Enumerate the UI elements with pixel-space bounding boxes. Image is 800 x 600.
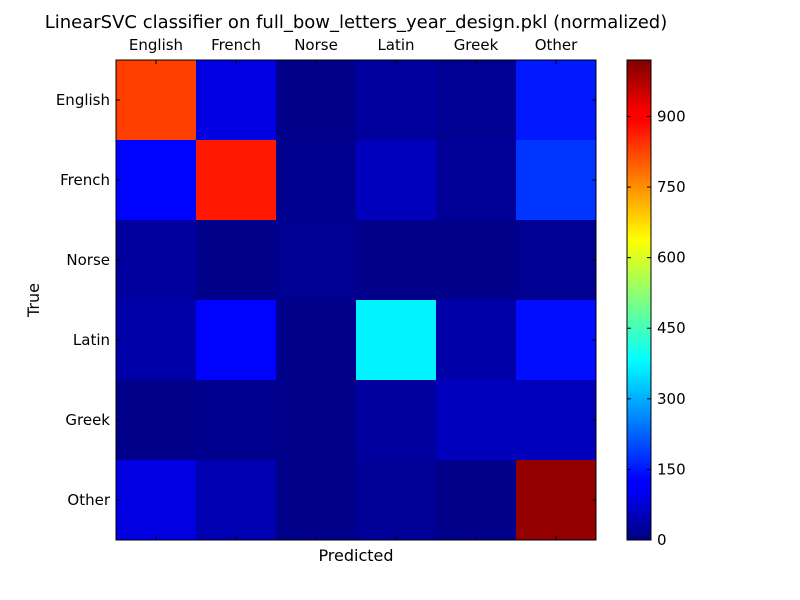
colorbar-tick-label: 750 (657, 178, 686, 196)
heatmap-cell (516, 60, 597, 141)
heatmap-cell (356, 140, 437, 221)
x-tick-label: English (129, 36, 183, 54)
heatmap-cell (356, 380, 437, 461)
heatmap-cell (196, 460, 277, 541)
colorbar-tick-label: 300 (657, 390, 686, 408)
heatmap-cell (276, 140, 357, 221)
heatmap-cell (276, 300, 357, 381)
y-tick-label: Latin (73, 331, 110, 349)
axis-ticks (116, 60, 596, 540)
heatmap-cell (196, 60, 277, 141)
y-tick-label: French (60, 171, 110, 189)
heatmap-cell (276, 460, 357, 541)
heatmap-cell (516, 220, 597, 301)
colorbar-tick-label: 0 (657, 531, 667, 549)
heatmap-cell (516, 460, 597, 541)
heatmap-cell (436, 380, 517, 461)
x-tick-labels: English French Norse Latin Greek Other (129, 36, 578, 54)
y-tick-label: Norse (66, 251, 110, 269)
heatmap-cell (356, 220, 437, 301)
colorbar-tick-label: 450 (657, 319, 686, 337)
x-tick-label: Latin (377, 36, 414, 54)
heatmap-cell (516, 380, 597, 461)
x-tick-label: French (211, 36, 261, 54)
colorbar (626, 59, 652, 541)
heatmap-cell (276, 380, 357, 461)
y-tick-label: Other (67, 491, 110, 509)
colorbar-tick-label: 900 (657, 107, 686, 125)
heatmap-cell (116, 300, 197, 381)
colorbar-ticks: 0 150 300 450 600 750 900 (627, 107, 686, 549)
heatmap-cells (116, 60, 597, 541)
heatmap-cell (276, 220, 357, 301)
heatmap-cell (196, 380, 277, 461)
heatmap-cell (436, 460, 517, 541)
heatmap-cell (516, 140, 597, 221)
y-tick-label: Greek (65, 411, 110, 429)
heatmap-cell (436, 60, 517, 141)
x-tick-label: Other (535, 36, 578, 54)
heatmap-cell (356, 60, 437, 141)
y-axis-label: True (24, 283, 43, 318)
plot-frame (115, 59, 597, 541)
heatmap-cell (196, 300, 277, 381)
colorbar-tick-label: 150 (657, 460, 686, 478)
heatmap-cell (436, 300, 517, 381)
heatmap-cell (436, 140, 517, 221)
heatmap-cell (196, 140, 277, 221)
heatmap-cell (116, 60, 197, 141)
y-tick-labels: English French Norse Latin Greek Other (56, 91, 111, 509)
heatmap-cell (516, 300, 597, 381)
heatmap-cell (116, 380, 197, 461)
heatmap-cell (116, 220, 197, 301)
heatmap-cell (116, 140, 197, 221)
chart-title: LinearSVC classifier on full_bow_letters… (45, 12, 668, 33)
heatmap-cell (356, 300, 437, 381)
x-tick-label: Norse (294, 36, 338, 54)
heatmap-cell (276, 60, 357, 141)
x-tick-label: Greek (454, 36, 499, 54)
colorbar-tick-label: 600 (657, 249, 686, 267)
heatmap-cell (436, 220, 517, 301)
x-axis-label: Predicted (318, 546, 393, 565)
heatmap-cell (116, 460, 197, 541)
heatmap-cell (196, 220, 277, 301)
y-tick-label: English (56, 91, 110, 109)
heatmap-cell (356, 460, 437, 541)
